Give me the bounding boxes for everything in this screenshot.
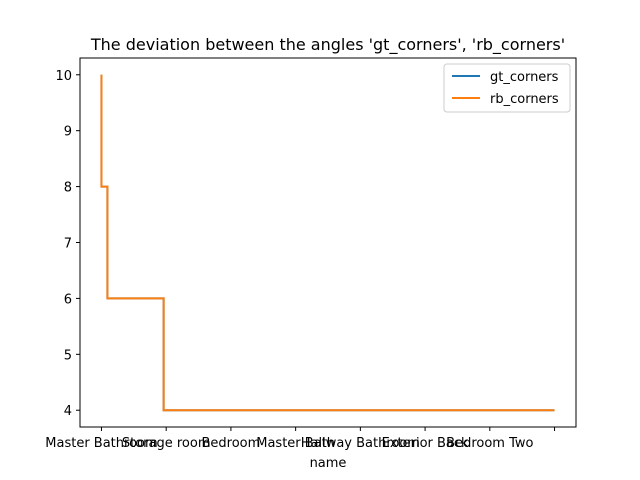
legend-label-rb-corners: rb_corners (490, 92, 559, 107)
y-tick-label: 6 (64, 292, 72, 307)
legend: gt_corners rb_corners (443, 63, 571, 113)
x-axis-label: name (310, 456, 347, 471)
x-tick-label: Exterior Back (382, 436, 469, 451)
x-tick-label: Master Bathroom (45, 436, 157, 451)
x-tick-label: Storage room (122, 436, 211, 451)
chart-title: The deviation between the angles 'gt_cor… (90, 35, 565, 55)
legend-label-gt-corners: gt_corners (490, 70, 559, 85)
y-axis: 4 5 6 7 8 9 10 (55, 69, 80, 419)
x-tick-label: Bedroom Two (446, 436, 533, 451)
y-tick-label: 10 (55, 69, 72, 84)
plot-area (80, 58, 576, 427)
series-line-rb-corners (100, 74, 555, 412)
x-tick-label: Bedroom (202, 436, 261, 451)
y-tick-label: 4 (64, 404, 72, 419)
series-layer (100, 74, 555, 412)
y-tick-label: 5 (64, 348, 72, 363)
x-tick-label: Master Bath (256, 436, 335, 451)
y-tick-label: 8 (64, 181, 72, 196)
y-tick-label: 9 (64, 125, 72, 140)
y-tick-label: 7 (64, 237, 72, 252)
x-tick-label: Hallway Bathroom (301, 436, 420, 451)
